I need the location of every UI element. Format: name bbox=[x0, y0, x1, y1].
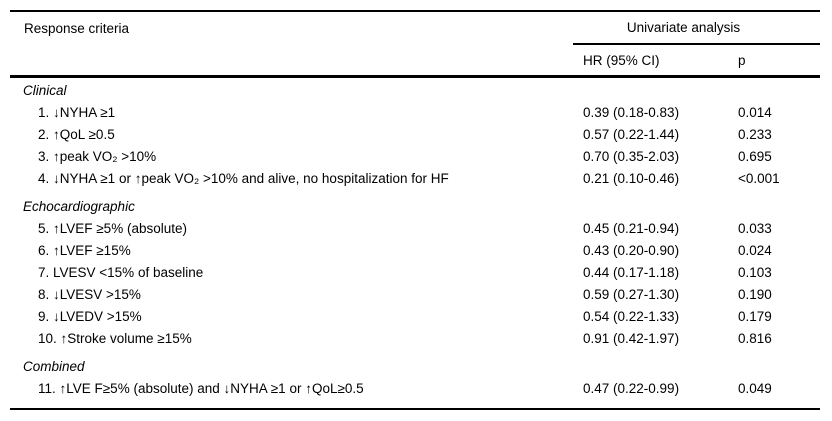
hr-cell: 0.21 (0.10-0.46) bbox=[583, 171, 680, 186]
table-row: 4. ↓NYHA ≥1 or ↑peak VO₂ >10% and alive,… bbox=[10, 168, 820, 190]
column-header-response-criteria: Response criteria bbox=[24, 21, 130, 36]
criteria-cell: 6. ↑LVEF ≥15% bbox=[38, 243, 131, 258]
p-cell: 0.033 bbox=[738, 221, 772, 236]
table-row: 11. ↑LVE F≥5% (absolute) and ↓NYHA ≥1 or… bbox=[10, 378, 820, 400]
column-header-p: p bbox=[738, 52, 746, 68]
table-header: Response criteria Univariate analysis HR… bbox=[10, 10, 820, 78]
univariate-analysis-table: Response criteria Univariate analysis HR… bbox=[10, 10, 820, 410]
p-cell: 0.103 bbox=[738, 265, 772, 280]
table-row: 7. LVESV <15% of baseline 0.44 (0.17-1.1… bbox=[10, 262, 820, 284]
p-cell: 0.014 bbox=[738, 105, 772, 120]
section-header-combined: Combined bbox=[23, 359, 85, 374]
table-row: 8. ↓LVESV >15% 0.59 (0.27-1.30) 0.190 bbox=[10, 284, 820, 306]
column-header-hr-ci: HR (95% CI) bbox=[583, 52, 660, 68]
header-row-spanner: Response criteria Univariate analysis bbox=[10, 12, 820, 45]
p-cell: <0.001 bbox=[738, 171, 780, 186]
table-row: 1. ↓NYHA ≥1 0.39 (0.18-0.83) 0.014 bbox=[10, 102, 820, 124]
p-cell: 0.695 bbox=[738, 149, 772, 164]
hr-cell: 0.57 (0.22-1.44) bbox=[583, 127, 680, 142]
table-row: 9. ↓LVEDV >15% 0.54 (0.22-1.33) 0.179 bbox=[10, 306, 820, 328]
header-row-subcolumns: HR (95% CI) p bbox=[10, 45, 820, 75]
header-spacer bbox=[10, 45, 573, 75]
p-cell: 0.024 bbox=[738, 243, 772, 258]
hr-cell: 0.44 (0.17-1.18) bbox=[583, 265, 680, 280]
criteria-cell: 9. ↓LVEDV >15% bbox=[38, 309, 142, 324]
hr-cell: 0.45 (0.21-0.94) bbox=[583, 221, 680, 236]
section-header-echocardiographic: Echocardiographic bbox=[23, 199, 135, 214]
criteria-cell: 3. ↑peak VO₂ >10% bbox=[38, 149, 157, 164]
table-body: Clinical 1. ↓NYHA ≥1 0.39 (0.18-0.83) 0.… bbox=[10, 78, 820, 410]
criteria-cell: 1. ↓NYHA ≥1 bbox=[38, 105, 116, 120]
criteria-cell: 8. ↓LVESV >15% bbox=[38, 287, 141, 302]
criteria-cell: 4. ↓NYHA ≥1 or ↑peak VO₂ >10% and alive,… bbox=[38, 171, 449, 186]
p-cell: 0.233 bbox=[738, 127, 772, 142]
hr-cell: 0.59 (0.27-1.30) bbox=[583, 287, 680, 302]
p-cell: 0.190 bbox=[738, 287, 772, 302]
criteria-cell: 11. ↑LVE F≥5% (absolute) and ↓NYHA ≥1 or… bbox=[38, 381, 364, 396]
section-header-clinical: Clinical bbox=[23, 83, 67, 98]
criteria-cell: 5. ↑LVEF ≥5% (absolute) bbox=[38, 221, 187, 236]
table-row: 10. ↑Stroke volume ≥15% 0.91 (0.42-1.97)… bbox=[10, 328, 820, 350]
criteria-cell: 7. LVESV <15% of baseline bbox=[38, 265, 204, 280]
hr-cell: 0.70 (0.35-2.03) bbox=[583, 149, 680, 164]
hr-cell: 0.91 (0.42-1.97) bbox=[583, 331, 680, 346]
p-cell: 0.179 bbox=[738, 309, 772, 324]
p-cell: 0.049 bbox=[738, 381, 772, 396]
hr-cell: 0.39 (0.18-0.83) bbox=[583, 105, 680, 120]
criteria-cell: 10. ↑Stroke volume ≥15% bbox=[38, 331, 192, 346]
table-row: 2. ↑QoL ≥0.5 0.57 (0.22-1.44) 0.233 bbox=[10, 124, 820, 146]
table-row: 3. ↑peak VO₂ >10% 0.70 (0.35-2.03) 0.695 bbox=[10, 146, 820, 168]
hr-cell: 0.54 (0.22-1.33) bbox=[583, 309, 680, 324]
hr-cell: 0.43 (0.20-0.90) bbox=[583, 243, 680, 258]
column-spanner-univariate-analysis: Univariate analysis bbox=[573, 12, 820, 45]
table-row: 6. ↑LVEF ≥15% 0.43 (0.20-0.90) 0.024 bbox=[10, 240, 820, 262]
hr-cell: 0.47 (0.22-0.99) bbox=[583, 381, 680, 396]
table-row: 5. ↑LVEF ≥5% (absolute) 0.45 (0.21-0.94)… bbox=[10, 218, 820, 240]
criteria-cell: 2. ↑QoL ≥0.5 bbox=[38, 127, 115, 142]
p-cell: 0.816 bbox=[738, 331, 772, 346]
